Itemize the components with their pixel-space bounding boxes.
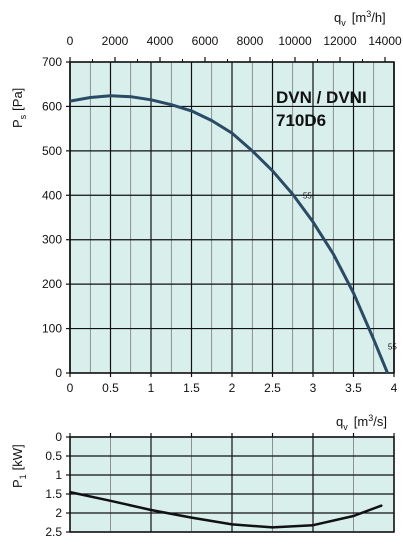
pressure-point: [69, 100, 71, 102]
power-point: [312, 524, 314, 526]
x-tick-label: 3.5: [345, 381, 362, 395]
power-y-tick-label: 1.5: [45, 487, 62, 501]
x-axis-unit-end: /s]: [373, 414, 387, 429]
power-y-axis-label: P1 [kW]: [10, 444, 28, 488]
chart-subtitle: 710D6: [276, 111, 326, 130]
x2-tick-label: 0: [67, 34, 74, 48]
pressure-point: [291, 193, 294, 196]
y-tick-label: 500: [42, 144, 62, 158]
pressure-point: [170, 103, 173, 106]
x2-tick-label: 14000: [368, 34, 402, 48]
x2-axis-unit-end: /h]: [371, 10, 385, 25]
power-grid: [66, 433, 395, 533]
pressure-point: [210, 119, 213, 122]
y-axis-symbol: P: [10, 119, 25, 128]
x2-tick-label: 8000: [237, 34, 264, 48]
pressure-point: [89, 96, 92, 99]
chart-title: DVN / DVNI: [276, 88, 367, 107]
x2-tick-label: 6000: [192, 34, 219, 48]
x-tick-label: 0.5: [102, 381, 119, 395]
pressure-point: [332, 253, 335, 255]
power-point: [69, 491, 71, 493]
power-y-axis-unit: [kW]: [10, 444, 25, 470]
x2-axis-label: qv [m3/h]: [334, 9, 386, 28]
y-tick-label: 600: [42, 99, 62, 113]
pressure-tick-labels: 0 0.5 1 1.5 2 2.5 3 3.5 4 0 100 200 300 400 500 600 700 0…: [42, 34, 402, 395]
power-y-axis-symbol: P: [10, 479, 25, 488]
annotation-55-upper: 55: [303, 191, 312, 200]
power-point: [381, 504, 383, 507]
power-point: [150, 509, 152, 511]
x2-tick-label: 12000: [323, 34, 357, 48]
pressure-point: [109, 94, 112, 97]
x-tick-label: 1: [148, 381, 155, 395]
x-tick-label: 2: [229, 381, 236, 395]
power-y-tick-label: 0: [55, 430, 62, 444]
pressure-point: [271, 170, 274, 172]
x-tick-label: 1.5: [183, 381, 200, 395]
x2-tick-label: 10000: [278, 34, 312, 48]
pressure-point: [190, 110, 193, 112]
power-series: [69, 490, 383, 529]
x2-axis-subscript: v: [341, 18, 346, 28]
y-axis-unit: [Pa]: [10, 88, 25, 111]
x2-axis-unit-sup: 3: [366, 9, 371, 19]
power-y-tick-label: 0.5: [45, 449, 62, 463]
x-axis-unit: [m: [354, 414, 368, 429]
x2-tick-label: 4000: [147, 34, 174, 48]
pressure-point: [150, 98, 152, 101]
y-tick-label: 100: [42, 322, 62, 336]
x-tick-label: 0: [67, 381, 74, 395]
power-tick-labels: 0 0.5 1 1.5 2 2.5: [45, 430, 62, 539]
x-axis-subscript: v: [343, 422, 348, 432]
y-axis-subscript: s: [18, 114, 28, 119]
power-y-tick-label: 2: [55, 506, 62, 520]
x-tick-label: 4: [391, 381, 398, 395]
pressure-grid: [66, 57, 395, 377]
pressure-point: [386, 372, 389, 374]
power-y-axis-subscript: 1: [18, 474, 28, 479]
power-y-tick-label: 1: [55, 468, 62, 482]
power-point: [190, 516, 193, 519]
pressure-series: [69, 94, 389, 374]
x-axis-label: qv [m3/s]: [336, 413, 387, 432]
y-tick-label: 700: [42, 55, 62, 69]
x-axis-unit-sup: 3: [368, 413, 373, 423]
y-axis-label: Ps [Pa]: [10, 88, 28, 128]
pressure-point: [352, 292, 355, 294]
x2-axis-symbol: q: [334, 10, 341, 25]
x-axis-symbol: q: [336, 414, 343, 429]
y-tick-label: 300: [42, 233, 62, 247]
x2-axis-unit: [m: [352, 10, 366, 25]
y-tick-label: 0: [55, 366, 62, 380]
x-tick-label: 2.5: [264, 381, 281, 395]
power-point: [352, 515, 355, 517]
pressure-point: [312, 221, 314, 223]
y-tick-label: 400: [42, 188, 62, 202]
pressure-point: [372, 338, 375, 341]
annotation-55-lower: 55: [388, 342, 397, 351]
pressure-point: [231, 132, 233, 134]
x2-tick-label: 2000: [102, 34, 129, 48]
y-tick-label: 200: [42, 277, 62, 291]
power-point: [109, 500, 112, 502]
power-y-tick-label: 2.5: [45, 525, 62, 539]
x-tick-label: 3: [310, 381, 317, 395]
pressure-point: [251, 150, 254, 152]
pressure-point: [129, 95, 132, 98]
power-point: [271, 526, 274, 529]
power-point: [231, 523, 233, 526]
